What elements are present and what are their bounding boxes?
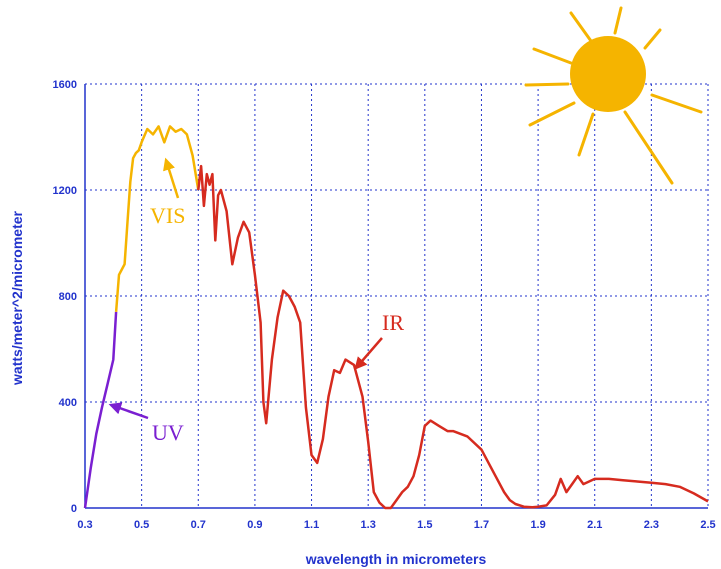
x-tick-label: 0.9 <box>247 519 262 531</box>
x-tick-label: 1.3 <box>361 519 376 531</box>
y-tick-label: 800 <box>59 291 77 303</box>
uv-annotation: UV <box>152 420 184 445</box>
x-tick-label: 0.5 <box>134 519 149 531</box>
x-tick-label: 1.1 <box>304 519 319 531</box>
x-tick-label: 1.5 <box>417 519 432 531</box>
x-tick-label: 2.5 <box>700 519 715 531</box>
series-line-vis <box>114 125 200 312</box>
x-tick-label: 1.7 <box>474 519 489 531</box>
x-tick-label: 0.3 <box>77 519 92 531</box>
x-tick-label: 0.7 <box>191 519 206 531</box>
uv-arrow <box>108 402 149 420</box>
y-tick-label: 0 <box>71 503 77 515</box>
x-tick-label: 2.1 <box>587 519 602 531</box>
y-tick-labels: 0 400 800 1200 1600 <box>53 79 77 515</box>
x-tick-labels: 0.3 0.5 0.7 0.9 1.1 1.3 1.5 1.7 1.9 2.1 2.3 2.5 <box>77 519 715 531</box>
series-line-ir <box>197 164 709 510</box>
series-lines <box>83 125 709 510</box>
vis-annotation: VIS <box>150 203 185 228</box>
series-line-uv <box>83 311 118 509</box>
x-tick-label: 2.3 <box>644 519 659 531</box>
x-tick-label: 1.9 <box>530 519 545 531</box>
sun-icon <box>524 6 703 185</box>
vis-arrow <box>163 157 180 199</box>
y-tick-label: 1600 <box>53 79 77 91</box>
grid-lines <box>85 83 709 508</box>
y-axis-label: watts/meter^2/micrometer <box>9 210 25 385</box>
ir-annotation: IR <box>382 310 404 335</box>
x-axis-label: wavelength in micrometers <box>305 551 487 567</box>
chart-axes <box>84 84 708 509</box>
ir-arrow <box>354 337 383 370</box>
y-tick-label: 400 <box>59 397 77 409</box>
y-tick-label: 1200 <box>53 185 77 197</box>
